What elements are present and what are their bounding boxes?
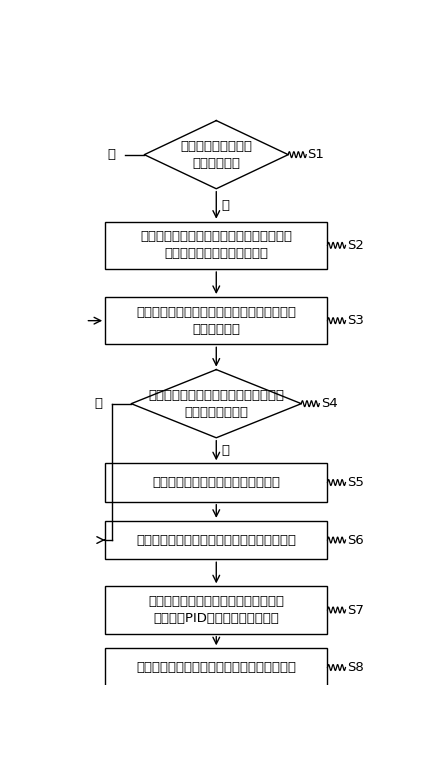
Text: S7: S7: [347, 604, 364, 617]
Text: 控制板启动电加热器，进行热量补偿: 控制板启动电加热器，进行热量补偿: [152, 476, 280, 489]
Text: S6: S6: [347, 534, 364, 547]
Text: 控制板根据启动频率控制两个分制冷系统运行: 控制板根据启动频率控制两个分制冷系统运行: [136, 534, 296, 547]
FancyBboxPatch shape: [105, 464, 327, 502]
Text: 制冷负载小于单个分制冷系统以最低频
率运行时的制冷量: 制冷负载小于单个分制冷系统以最低频 率运行时的制冷量: [148, 389, 284, 419]
Polygon shape: [131, 370, 301, 438]
Text: S1: S1: [308, 148, 325, 161]
Polygon shape: [144, 121, 288, 189]
FancyBboxPatch shape: [105, 297, 327, 344]
FancyBboxPatch shape: [105, 521, 327, 559]
Text: 根据冷却板的实际温度和设定目标温度的温差
确定启动频率: 根据冷却板的实际温度和设定目标温度的温差 确定启动频率: [136, 306, 296, 336]
Text: 基于冷却板实际温度与设定目标温度的
温差进行PID控制，获得目标频率: 基于冷却板实际温度与设定目标温度的 温差进行PID控制，获得目标频率: [148, 595, 284, 625]
Text: 否: 否: [95, 397, 103, 410]
FancyBboxPatch shape: [105, 648, 327, 687]
Text: S8: S8: [347, 661, 364, 674]
Text: 控制板启动电加热器，对冷却板进行预热，
直至被冷却设备正常启动运行: 控制板启动电加热器，对冷却板进行预热， 直至被冷却设备正常启动运行: [140, 230, 292, 260]
Text: 控制板根据目标频率控制两个分制冷系统运行: 控制板根据目标频率控制两个分制冷系统运行: [136, 661, 296, 674]
Text: S2: S2: [347, 239, 364, 252]
Text: 冷却板实际温度小于
最小设定温度: 冷却板实际温度小于 最小设定温度: [180, 139, 252, 169]
Text: S3: S3: [347, 314, 364, 327]
Text: S4: S4: [321, 397, 338, 410]
Text: S5: S5: [347, 476, 364, 489]
Text: 是: 是: [221, 199, 229, 212]
Text: 否: 否: [108, 148, 116, 161]
Text: 是: 是: [221, 444, 229, 457]
FancyBboxPatch shape: [105, 222, 327, 269]
FancyBboxPatch shape: [105, 586, 327, 634]
